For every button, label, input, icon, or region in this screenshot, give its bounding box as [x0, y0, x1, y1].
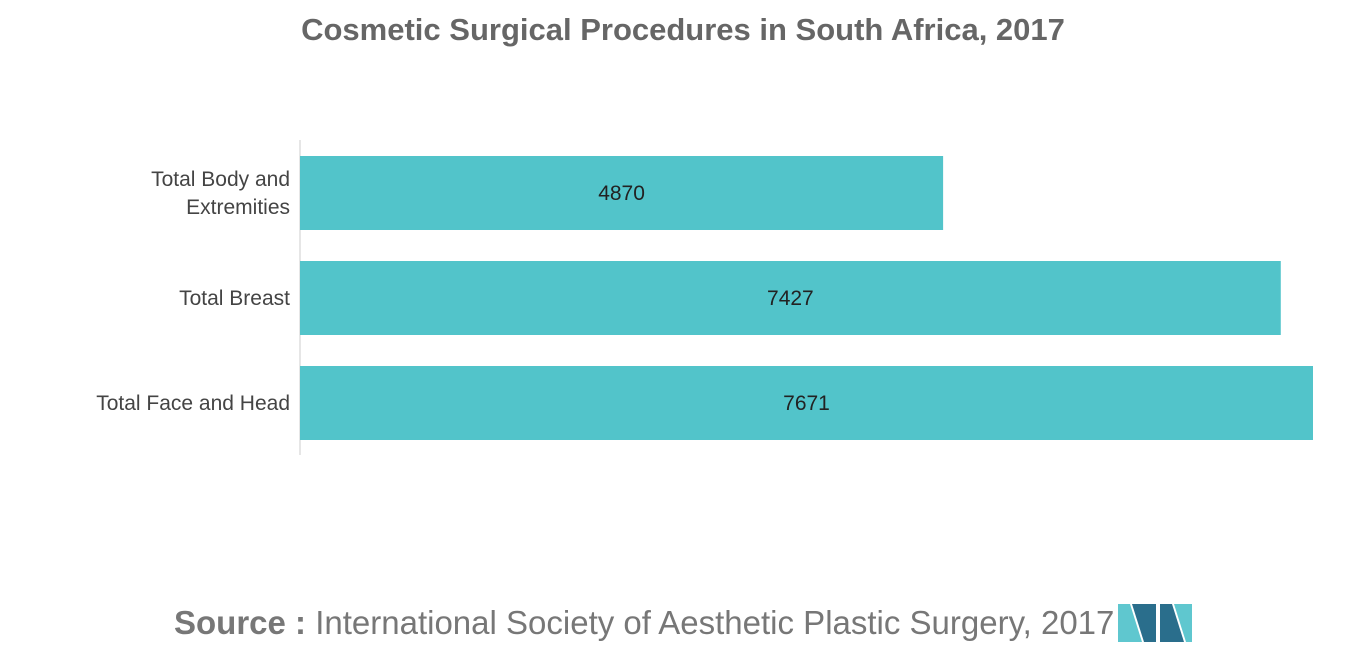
chart-title: Cosmetic Surgical Procedures in South Af…: [301, 12, 1065, 47]
logo-shape-mid: [1132, 604, 1156, 642]
logo-shape-left: [1118, 604, 1142, 642]
source-prefix: Source :: [174, 604, 307, 641]
bar-0: [300, 156, 944, 230]
category-labels: Total Body and Extremities Total Breast Tot…: [96, 168, 290, 415]
company-logo-icon: [1118, 604, 1192, 642]
category-label-2: Total Face and Head: [96, 392, 290, 415]
value-label-0: 4870: [598, 182, 645, 205]
bar-2: [300, 366, 1313, 440]
logo-shape-right-light: [1174, 604, 1192, 642]
bars-layer: [300, 156, 1313, 440]
category-label-1: Total Breast: [179, 287, 290, 310]
value-label-1: 7427: [767, 287, 814, 310]
source-text: International Society of Aesthetic Plast…: [315, 604, 1115, 641]
bar-chart: Total Body and Extremities Total Breast Tot…: [96, 140, 1313, 455]
bar-1: [300, 261, 1281, 335]
source-line: Source : International Society of Aesthe…: [174, 604, 1114, 642]
value-labels: 4870 7427 7671: [598, 182, 830, 415]
value-label-2: 7671: [783, 392, 830, 415]
category-label-0: Total Body and Extremities: [151, 168, 290, 219]
logo-shape-right-dark: [1160, 604, 1184, 642]
